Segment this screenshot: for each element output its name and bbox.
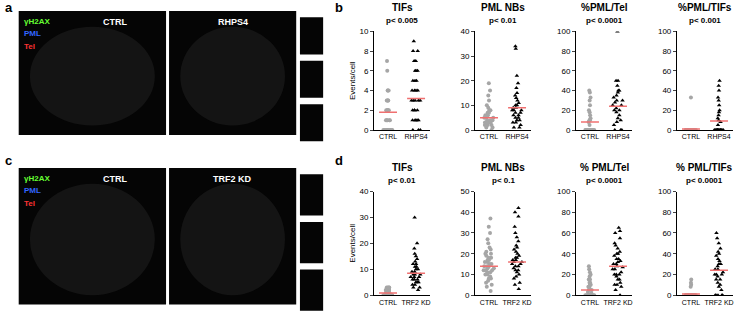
svg-text:40: 40	[662, 86, 671, 95]
svg-text:CTRL: CTRL	[682, 299, 700, 306]
svg-text:CTRL: CTRL	[103, 174, 127, 184]
svg-text:0: 0	[465, 126, 470, 135]
svg-text:80: 80	[561, 208, 570, 217]
svg-text:40: 40	[460, 208, 469, 217]
svg-text:%PML/Tel: %PML/Tel	[581, 2, 628, 13]
svg-text:p< 0.0001: p< 0.0001	[586, 176, 623, 185]
svg-text:20: 20	[662, 270, 671, 279]
svg-text:a: a	[5, 0, 13, 15]
svg-text:Tel: Tel	[24, 42, 35, 51]
svg-text:0: 0	[364, 126, 369, 135]
svg-text:TRF2 KD: TRF2 KD	[213, 174, 252, 184]
svg-text:γH2AX: γH2AX	[24, 174, 50, 183]
svg-text:10: 10	[359, 27, 368, 36]
svg-text:p< 0.1: p< 0.1	[492, 176, 515, 185]
svg-text:0: 0	[566, 126, 571, 135]
svg-text:80: 80	[662, 47, 671, 56]
svg-text:PML NBs: PML NBs	[481, 162, 525, 173]
svg-text:60: 60	[561, 229, 570, 238]
svg-text:TIFs: TIFs	[392, 2, 413, 13]
svg-text:30: 30	[359, 213, 368, 222]
svg-text:40: 40	[359, 187, 368, 196]
svg-text:20: 20	[662, 106, 671, 115]
svg-text:Events/cell: Events/cell	[348, 61, 357, 100]
svg-text:PML: PML	[24, 186, 41, 195]
svg-text:TRF2 KD: TRF2 KD	[704, 299, 733, 306]
svg-text:0: 0	[566, 291, 571, 300]
svg-text:CTRL: CTRL	[682, 133, 700, 140]
svg-text:TRF2 KD: TRF2 KD	[401, 299, 430, 306]
svg-text:p< 0.001: p< 0.001	[689, 16, 721, 25]
svg-text:8: 8	[364, 47, 369, 56]
svg-text:80: 80	[662, 208, 671, 217]
svg-text:100: 100	[557, 187, 571, 196]
svg-text:p< 0.01: p< 0.01	[388, 176, 416, 185]
svg-text:20: 20	[561, 270, 570, 279]
svg-text:PML NBs: PML NBs	[481, 2, 525, 13]
svg-text:40: 40	[662, 250, 671, 259]
svg-text:γH2AX: γH2AX	[24, 17, 50, 26]
svg-text:CTRL: CTRL	[480, 299, 498, 306]
svg-text:CTRL: CTRL	[103, 17, 127, 27]
svg-text:CTRL: CTRL	[480, 133, 498, 140]
svg-text:10: 10	[460, 101, 469, 110]
svg-text:20: 20	[460, 250, 469, 259]
svg-text:p< 0.005: p< 0.005	[386, 16, 418, 25]
svg-text:b: b	[335, 0, 343, 15]
svg-text:%PML/TIFs: %PML/TIFs	[678, 2, 732, 13]
svg-text:60: 60	[662, 229, 671, 238]
svg-text:40: 40	[561, 86, 570, 95]
svg-text:0: 0	[667, 291, 672, 300]
svg-text:RHPS4: RHPS4	[404, 133, 427, 140]
svg-text:40: 40	[561, 250, 570, 259]
svg-text:50: 50	[460, 187, 469, 196]
svg-text:TIFs: TIFs	[392, 162, 413, 173]
svg-text:RHPS4: RHPS4	[505, 133, 528, 140]
svg-text:p< 0.0001: p< 0.0001	[686, 176, 723, 185]
svg-text:p< 0.01: p< 0.01	[489, 16, 517, 25]
svg-text:c: c	[5, 153, 12, 168]
svg-text:Events/cell: Events/cell	[348, 224, 357, 263]
svg-text:Tel: Tel	[24, 199, 35, 208]
svg-text:100: 100	[557, 27, 571, 36]
svg-text:0: 0	[465, 291, 470, 300]
svg-text:CTRL: CTRL	[379, 133, 397, 140]
svg-text:0: 0	[667, 126, 672, 135]
svg-text:TRF2 KD: TRF2 KD	[603, 299, 632, 306]
svg-text:100: 100	[658, 187, 672, 196]
svg-text:20: 20	[460, 77, 469, 86]
svg-text:PML: PML	[24, 29, 41, 38]
svg-text:p< 0.0001: p< 0.0001	[586, 16, 623, 25]
svg-text:2: 2	[364, 106, 369, 115]
svg-text:80: 80	[561, 47, 570, 56]
svg-text:TRF2 KD: TRF2 KD	[502, 299, 531, 306]
svg-text:RHPS4: RHPS4	[218, 17, 248, 27]
svg-text:CTRL: CTRL	[379, 299, 397, 306]
svg-text:60: 60	[561, 67, 570, 76]
svg-text:6: 6	[364, 67, 369, 76]
svg-text:30: 30	[460, 229, 469, 238]
svg-text:20: 20	[359, 239, 368, 248]
svg-text:CTRL: CTRL	[581, 299, 599, 306]
svg-text:100: 100	[658, 27, 672, 36]
svg-text:30: 30	[460, 52, 469, 61]
svg-text:d: d	[335, 153, 343, 168]
svg-text:0: 0	[364, 291, 369, 300]
svg-text:RHPS4: RHPS4	[707, 133, 730, 140]
svg-text:40: 40	[460, 27, 469, 36]
svg-text:10: 10	[359, 265, 368, 274]
svg-text:% PML/TIFs: % PML/TIFs	[676, 162, 733, 173]
svg-text:60: 60	[662, 67, 671, 76]
svg-text:CTRL: CTRL	[581, 133, 599, 140]
svg-text:10: 10	[460, 270, 469, 279]
svg-text:% PML/Tel: % PML/Tel	[580, 162, 629, 173]
svg-text:RHPS4: RHPS4	[606, 133, 629, 140]
svg-text:20: 20	[561, 106, 570, 115]
svg-text:4: 4	[364, 86, 369, 95]
